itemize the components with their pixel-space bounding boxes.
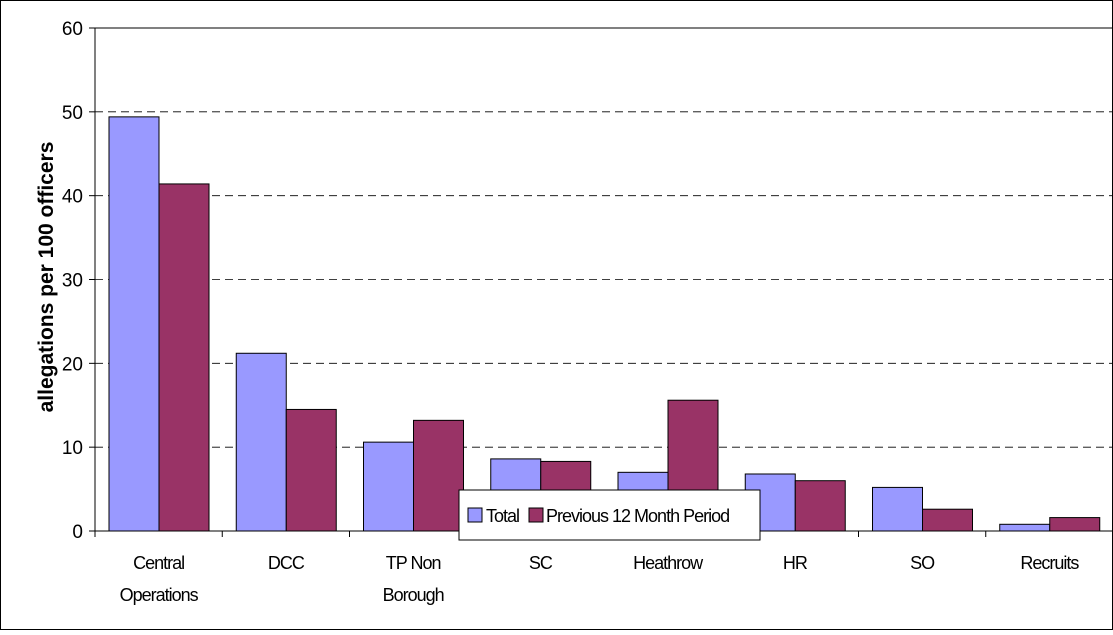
y-axis-title: allegations per 100 officers: [35, 142, 58, 413]
x-tick-label: SO: [910, 553, 935, 573]
bar-total: [108, 116, 160, 532]
y-tick-label: 0: [72, 522, 83, 543]
y-tick-label: 30: [62, 271, 83, 292]
x-tick-label: Central: [133, 553, 184, 573]
legend-label-previous: Previous 12 Month Period: [546, 506, 729, 526]
bar-previous: [413, 419, 464, 532]
x-tick-label: Borough: [383, 585, 444, 605]
x-tick-label: HR: [783, 553, 808, 573]
y-tick-label: 40: [62, 187, 83, 208]
bar-total: [363, 441, 414, 532]
legend-swatch-previous: [528, 507, 544, 523]
y-tick-label: 60: [62, 19, 83, 40]
x-tick-label: Heathrow: [633, 553, 704, 573]
x-tick-label: Operations: [120, 585, 199, 605]
bar-previous: [158, 183, 210, 532]
bar-previous: [794, 480, 846, 532]
bar-total: [999, 523, 1051, 532]
y-tick-label: 10: [62, 438, 83, 459]
y-tick-label: 20: [62, 354, 83, 375]
y-tick-label: 50: [62, 103, 83, 124]
bar-previous: [285, 408, 337, 532]
bar-previous: [922, 508, 973, 532]
axes: 0 10 20 30 40 50 60 Central Operations DCC TP Non B…: [62, 19, 1113, 605]
bar-previous: [1049, 517, 1101, 532]
legend-swatch-total: [467, 507, 483, 523]
x-tick-label: SC: [529, 553, 553, 573]
x-tick-label: Recruits: [1020, 553, 1079, 573]
x-tick-label: TP Non: [386, 553, 441, 573]
legend: Total Previous 12 Month Period: [458, 489, 761, 541]
legend-label-total: Total: [486, 506, 519, 526]
bars: [108, 116, 1101, 532]
x-tick-label: DCC: [268, 553, 305, 573]
bar-total: [235, 352, 287, 532]
legend-box: [458, 489, 761, 541]
bar-total: [872, 486, 923, 532]
